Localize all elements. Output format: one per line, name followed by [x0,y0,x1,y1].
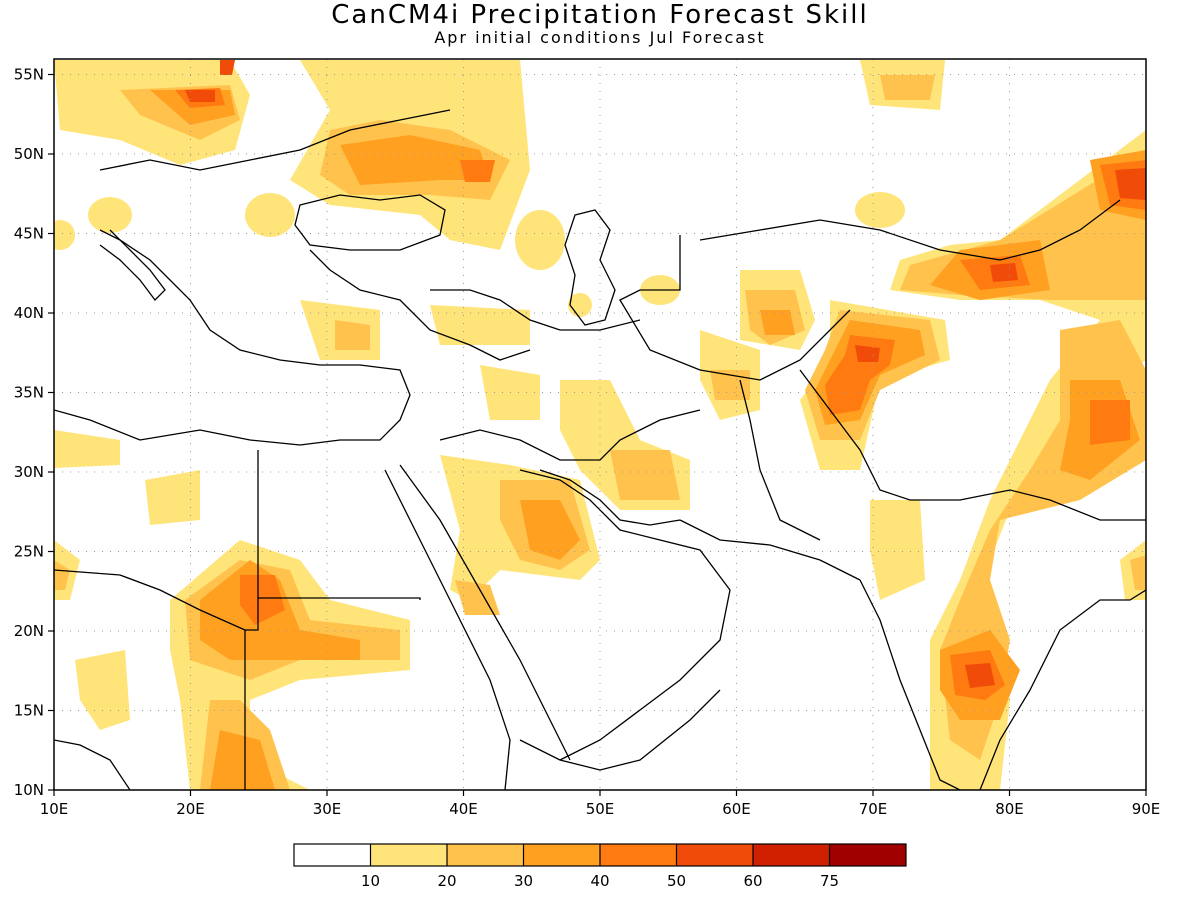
colorbar-swatch [447,844,524,866]
lon-tick-label: 70E [859,800,888,818]
colorbar-swatch [600,844,677,866]
lat-tick-label: 10N [14,781,44,799]
colorbar-label: 50 [667,872,686,890]
colorbar-label: 30 [514,872,533,890]
lon-tick-label: 10E [40,800,69,818]
lon-tick-label: 30E [313,800,342,818]
lat-tick-labels: 10N 15N 20N 25N 30N 35N 40N 45N 50N 55N [14,66,44,800]
colorbar-swatch [370,844,447,866]
axis-tick-marks [48,73,1147,796]
coastlines [54,109,1146,790]
map-subtitle: Apr initial conditions Jul Forecast [434,28,766,47]
map-title: CanCM4i Precipitation Forecast Skill [331,0,869,30]
colorbar-label: 40 [590,872,609,890]
lon-tick-label: 50E [586,800,615,818]
colorbar-swatch [753,844,830,866]
lat-tick-label: 40N [14,304,44,322]
lat-tick-label: 25N [14,543,44,561]
lat-tick-label: 50N [14,145,44,163]
colorbar-label: 20 [437,872,456,890]
skill-shading [54,60,1146,790]
lat-tick-label: 55N [14,66,44,84]
lon-tick-label: 90E [1132,800,1161,818]
lat-tick-label: 15N [14,702,44,720]
lat-tick-label: 30N [14,463,44,481]
lat-tick-label: 20N [14,622,44,640]
lat-tick-label: 45N [14,225,44,243]
colorbar-swatch [829,844,906,866]
lon-tick-label: 60E [722,800,751,818]
lon-tick-labels: 10E 20E 30E 40E 50E 60E 70E 80E 90E [40,800,1161,818]
colorbar-swatch [676,844,753,866]
colorbar: 10 20 30 40 50 60 75 [293,843,907,890]
colorbar-label: 10 [361,872,380,890]
lat-tick-label: 35N [14,384,44,402]
colorbar-label: 75 [820,872,839,890]
lon-tick-label: 80E [995,800,1024,818]
colorbar-swatch [294,844,371,866]
colorbar-swatch [523,844,600,866]
colorbar-label: 60 [743,872,762,890]
lon-tick-label: 40E [449,800,478,818]
lon-tick-label: 20E [176,800,205,818]
